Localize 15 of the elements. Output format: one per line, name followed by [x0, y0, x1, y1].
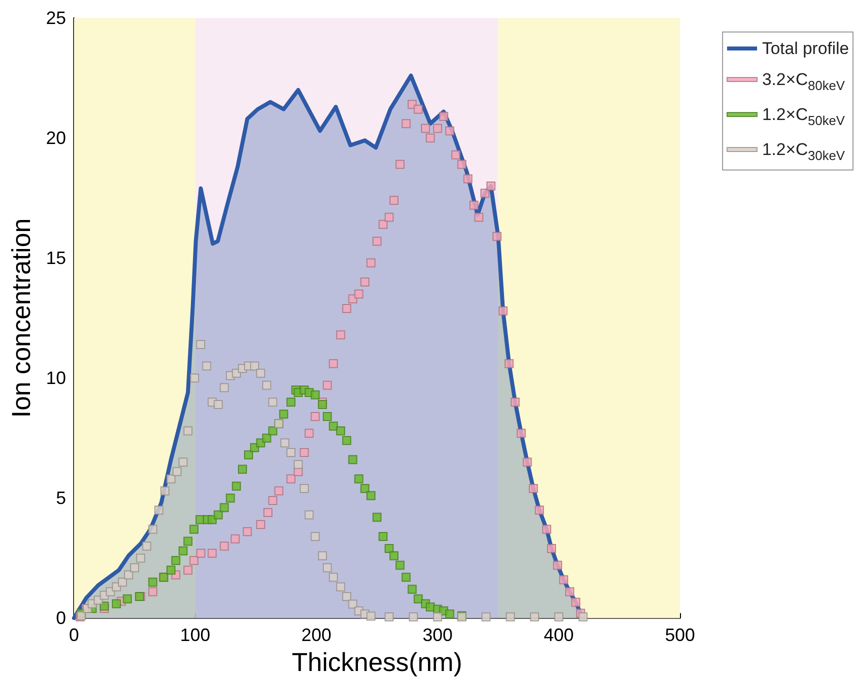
y-tick-label: 0: [56, 608, 66, 628]
x-tick-label: 200: [301, 625, 332, 646]
legend-label: Total profile: [762, 39, 850, 58]
y-tick-label: 20: [46, 128, 66, 148]
x-tick-label: 300: [422, 625, 453, 646]
y-tick-label: 5: [56, 488, 66, 508]
y-tick-label: 10: [46, 368, 66, 388]
x-axis-title: Thickness(nm): [292, 647, 462, 677]
y-tick-label: 25: [46, 8, 66, 28]
x-tick-label: 0: [68, 625, 80, 646]
x-tick-label: 400: [544, 625, 574, 646]
y-axis-title: Ion concentration: [6, 218, 36, 418]
y-tick-label: 15: [46, 248, 66, 268]
x-tick-label: 500: [664, 625, 696, 646]
x-tick-label: 100: [180, 625, 210, 646]
